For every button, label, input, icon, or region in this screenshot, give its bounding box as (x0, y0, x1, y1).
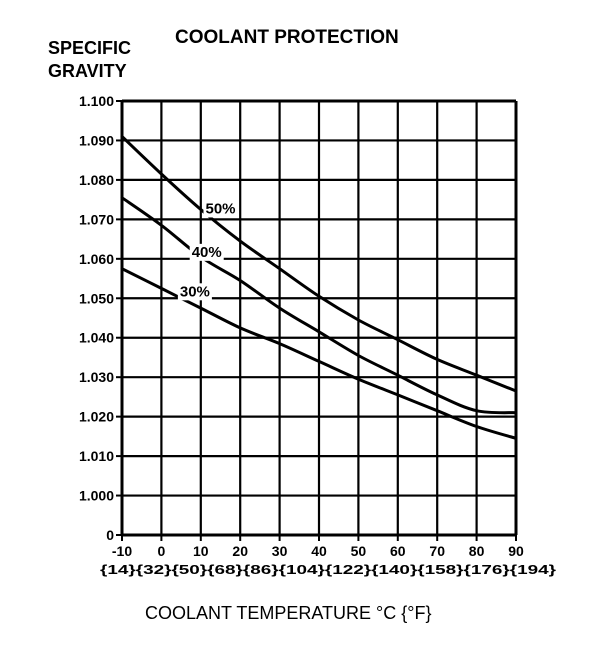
series-labels: 50% 40% 30% (177, 200, 238, 301)
x-tick-label-celsius: 50 (351, 543, 367, 559)
series-lines (120, 135, 518, 440)
series-label-background (177, 283, 212, 301)
series-label-40-percent: 40% (192, 244, 222, 261)
y-tick-label: 1.100 (79, 93, 114, 109)
series-line-30-percent (120, 267, 518, 440)
y-tick-label: 1.000 (79, 488, 114, 504)
x-tick-label-celsius: 20 (232, 543, 248, 559)
x-tick-label-celsius: 70 (429, 543, 445, 559)
y-tick-label: 1.040 (79, 330, 114, 346)
x-tick-labels-fahrenheit: {14}{32}{50}{68}{86}{104}{122}{140}{158}… (100, 562, 556, 577)
series-label-background (189, 243, 224, 261)
y-tick-label: 1.090 (79, 132, 114, 148)
y-tick-label: 0 (106, 527, 114, 543)
y-tick-label: 1.060 (79, 251, 114, 267)
y-axis-label-line-2: GRAVITY (48, 61, 127, 81)
y-tick-label: 1.070 (79, 211, 114, 227)
y-axis-ticks: 1.100 1.090 1.080 1.070 1.060 1.050 1.040 1.030… (79, 93, 122, 543)
x-axis-label: COOLANT TEMPERATURE °C {°F} (145, 603, 431, 623)
series-label-background (203, 200, 238, 218)
x-tick-label-celsius: 30 (272, 543, 288, 559)
series-label-30-percent: 30% (180, 283, 210, 300)
x-tick-label-celsius: 40 (311, 543, 327, 559)
x-tick-label-celsius: -10 (112, 543, 132, 559)
y-tick-label: 1.080 (79, 172, 114, 188)
y-tick-label: 1.050 (79, 290, 114, 306)
x-tick-label-celsius: 10 (193, 543, 209, 559)
series-label-50-percent: 50% (205, 200, 235, 217)
y-tick-label: 1.010 (79, 448, 114, 464)
y-tick-label: 1.030 (79, 369, 114, 385)
x-axis-ticks: -10 0 10 20 30 40 50 60 70 80 90 {14}{32}{50}{68}{8… (100, 535, 556, 577)
x-tick-label-celsius: 0 (158, 543, 166, 559)
grid (120, 99, 518, 537)
y-axis-label-line-1: SPECIFIC (48, 38, 131, 58)
x-tick-label-celsius: 60 (390, 543, 406, 559)
chart-title: COOLANT PROTECTION (175, 27, 399, 48)
y-tick-label: 1.020 (79, 409, 114, 425)
x-tick-label-celsius: 80 (469, 543, 485, 559)
x-tick-label-celsius: 90 (508, 543, 524, 559)
series-line-40-percent (120, 196, 518, 415)
series-line-50-percent (120, 135, 518, 393)
